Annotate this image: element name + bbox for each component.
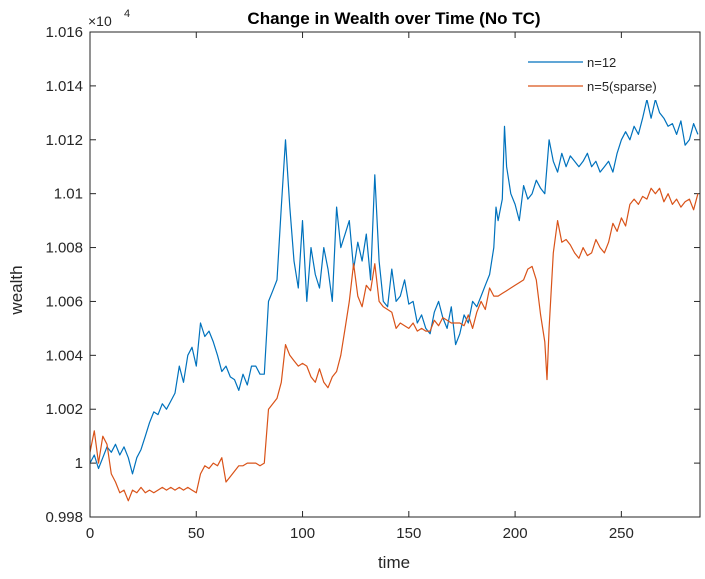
x-axis-label: time [378,553,410,572]
legend-box [516,48,692,100]
y-tick-label: 1.006 [45,293,83,310]
y-tick-label: 1.012 [45,132,83,149]
legend-label-n12: n=12 [587,55,616,70]
series-group [89,98,699,502]
y-axis-label: wealth [7,265,26,315]
y-tick-label: 1 [75,455,83,472]
y-exponent-power: 4 [124,8,130,20]
y-tick-label: 1.008 [45,240,83,257]
series-line-n12 [89,98,699,475]
axes-frame [89,31,701,518]
chart-title: Change in Wealth over Time (No TC) [247,9,540,28]
series-line-n5-sparse [89,187,699,502]
x-tick-label: 0 [86,525,94,542]
y-tick-label: 1.002 [45,401,83,418]
legend: n=12 n=5(sparse) [516,48,692,100]
y-tick-label: 1.01 [54,186,83,203]
tick-marks [89,31,700,518]
x-tick-label: 250 [609,525,634,542]
legend-label-n5-sparse: n=5(sparse) [587,79,657,94]
y-tick-label: 0.998 [45,509,83,526]
y-tick-label: 1.014 [45,78,83,95]
y-tick-label: 1.016 [45,24,83,41]
tick-labels: 0 50 100 150 200 250 0.998 1 1.002 1.004 1.006 1.00… [45,24,633,542]
x-tick-label: 200 [503,525,528,542]
x-tick-label: 150 [396,525,421,542]
x-tick-label: 100 [290,525,315,542]
y-exponent-label: ×10 4 [88,8,130,29]
x-tick-label: 50 [188,525,205,542]
y-tick-label: 1.004 [45,347,83,364]
y-exponent-base: ×10 [88,13,112,29]
